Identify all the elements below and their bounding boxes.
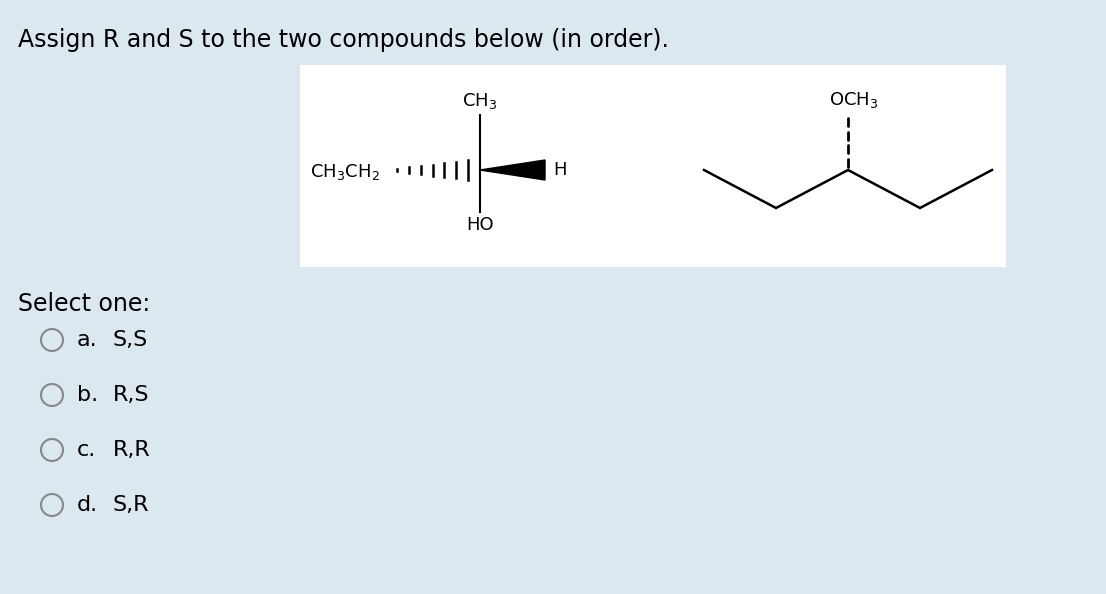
Text: c.: c. [77,440,96,460]
Text: R,S: R,S [113,385,149,405]
Text: S,S: S,S [113,330,148,350]
Text: Select one:: Select one: [18,292,150,316]
Text: R,R: R,R [113,440,150,460]
Text: CH$_3$: CH$_3$ [462,91,498,111]
Text: a.: a. [77,330,97,350]
Text: S,R: S,R [113,495,149,515]
Text: H: H [553,161,566,179]
Text: HO: HO [467,216,493,234]
Text: OCH$_3$: OCH$_3$ [830,90,878,110]
Text: CH$_3$CH$_2$: CH$_3$CH$_2$ [310,162,380,182]
Text: d.: d. [77,495,98,515]
Text: Assign R and S to the two compounds below (in order).: Assign R and S to the two compounds belo… [18,28,669,52]
Text: b.: b. [77,385,98,405]
Polygon shape [480,160,545,180]
Bar [300,65,1006,267]
